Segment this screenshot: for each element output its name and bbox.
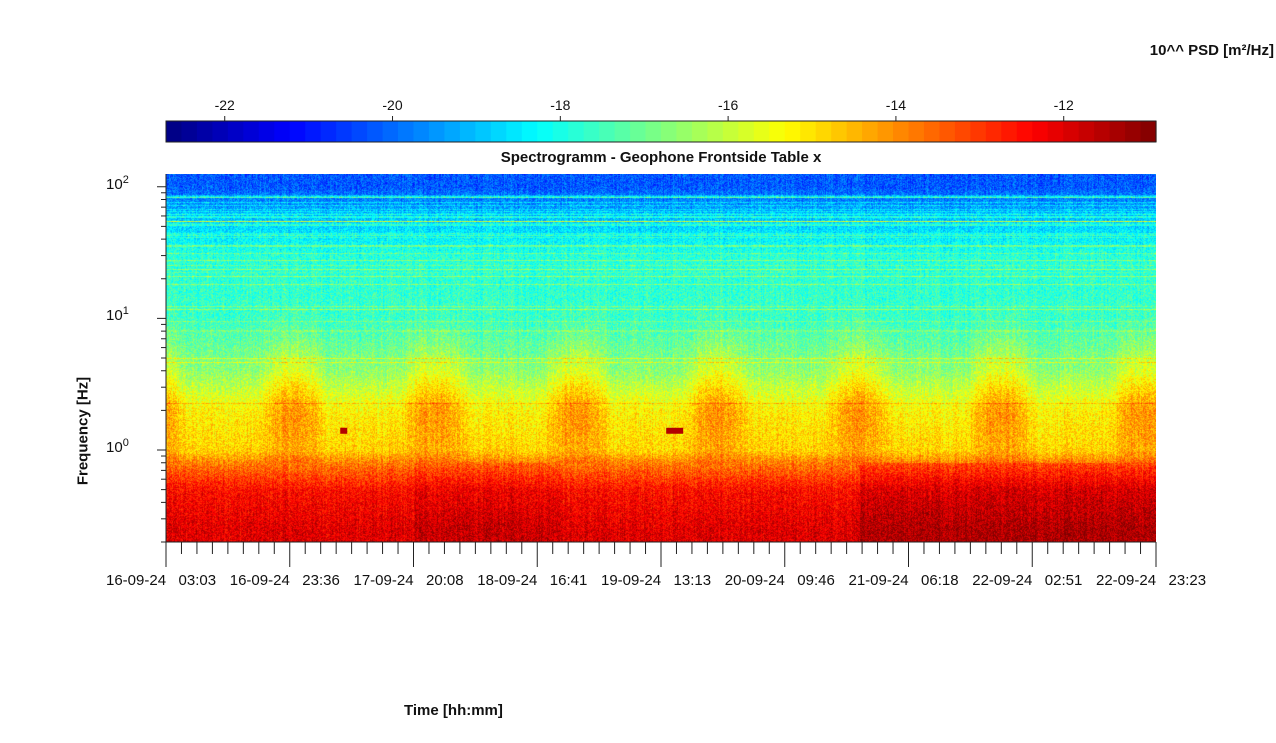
colorbar-segment xyxy=(1063,121,1080,142)
chart-title: Spectrogramm - Geophone Frontside Table … xyxy=(500,149,822,166)
colorbar-segment xyxy=(351,121,368,142)
x-tick-label: 22-09-24 02:51 xyxy=(972,572,1083,589)
colorbar-tick-label: -18 xyxy=(550,97,571,113)
colorbar-segment xyxy=(722,121,739,142)
burst-marker xyxy=(666,427,684,434)
x-tick-label: 20-09-24 09:46 xyxy=(724,572,835,589)
x-tick-label: 22-09-24 23:23 xyxy=(1096,572,1207,589)
colorbar-segment xyxy=(970,121,987,142)
colorbar-segment xyxy=(1109,121,1126,142)
colorbar xyxy=(165,120,1157,143)
colorbar-segment xyxy=(908,121,925,142)
colorbar-segment xyxy=(506,121,523,142)
spectrogram-heatmap xyxy=(166,174,1156,542)
colorbar-segment xyxy=(227,121,244,142)
colorbar-segment xyxy=(661,121,678,142)
x-tick-label: 17-09-24 20:08 xyxy=(353,572,464,589)
colorbar-segment xyxy=(243,121,260,142)
colorbar-segment xyxy=(1001,121,1018,142)
colorbar-segment xyxy=(630,121,647,142)
colorbar-segment xyxy=(537,121,554,142)
colorbar-segment xyxy=(212,121,229,142)
colorbar-segment xyxy=(382,121,399,142)
colorbar-segment xyxy=(691,121,709,142)
colorbar-tick-label: -12 xyxy=(1053,97,1074,113)
colorbar-segment xyxy=(985,121,1002,142)
colorbar-segment xyxy=(1047,121,1064,142)
colorbar-segment xyxy=(428,121,446,142)
colorbar-segment xyxy=(614,121,631,142)
colorbar-segment xyxy=(893,121,910,142)
y-tick-label: 102 xyxy=(106,173,129,193)
colorbar-segment xyxy=(707,121,724,142)
colorbar-tick-label: -16 xyxy=(717,97,739,113)
colorbar-segment xyxy=(413,121,430,142)
colorbar-segment xyxy=(923,121,941,142)
colorbar-segment xyxy=(1032,121,1049,142)
colorbar-frame xyxy=(165,120,1157,143)
colorbar-segment xyxy=(196,121,214,142)
colorbar-segment xyxy=(459,121,476,142)
x-tick-label: 19-09-24 13:13 xyxy=(601,572,712,589)
x-tick-label: 16-09-24 03:03 xyxy=(106,572,217,589)
colorbar-segment xyxy=(815,121,832,142)
burst-marker xyxy=(340,427,348,434)
colorbar-segment xyxy=(552,121,569,142)
colorbar-segment xyxy=(475,121,492,142)
colorbar-segment xyxy=(738,121,755,142)
colorbar-segment xyxy=(336,121,353,142)
colorbar-segment xyxy=(769,121,786,142)
colorbar-segment xyxy=(800,121,817,142)
colorbar-tick-label: -14 xyxy=(885,97,907,113)
colorbar-segment xyxy=(753,121,770,142)
colorbar-segment xyxy=(1078,121,1095,142)
x-tick-label: 21-09-24 06:18 xyxy=(848,572,959,589)
x-tick-label: 16-09-24 23:36 xyxy=(229,572,340,589)
colorbar-segment xyxy=(846,121,863,142)
colorbar-segment xyxy=(1125,121,1142,142)
y-tick-label: 100 xyxy=(106,437,129,456)
colorbar-segment xyxy=(784,121,801,142)
colorbar-segment xyxy=(1016,121,1033,142)
x-axis-label: Time [hh:mm] xyxy=(404,702,503,719)
colorbar-segment xyxy=(583,121,600,142)
colorbar-tick-label: -20 xyxy=(382,97,403,113)
colorbar-segment xyxy=(367,121,384,142)
colorbar-tick-label: -22 xyxy=(214,97,235,113)
colorbar-segment xyxy=(676,121,693,142)
colorbar-segment xyxy=(1094,121,1111,142)
colorbar-segment xyxy=(305,121,322,142)
colorbar-segment xyxy=(258,121,275,142)
colorbar-segment xyxy=(320,121,337,142)
colorbar-segment xyxy=(521,121,538,142)
colorbar-segment xyxy=(398,121,415,142)
colorbar-segment xyxy=(568,121,585,142)
colorbar-segment xyxy=(877,121,894,142)
colorbar-segment xyxy=(181,121,198,142)
colorbar-segment xyxy=(166,121,183,142)
colorbar-segment xyxy=(862,121,879,142)
colorbar-segment xyxy=(599,121,616,142)
colorbar-segment xyxy=(289,121,306,142)
colorbar-segment xyxy=(831,121,848,142)
colorbar-segment xyxy=(444,121,461,142)
colorbar-segment xyxy=(939,121,956,142)
colorbar-segment xyxy=(1140,121,1157,142)
x-tick-label: 18-09-24 16:41 xyxy=(477,572,588,589)
colorbar-segment xyxy=(490,121,507,142)
colorbar-label: 10^^ PSD [m²/Hz] xyxy=(1149,42,1274,59)
colorbar-segment xyxy=(645,121,662,142)
colorbar-segment xyxy=(954,121,971,142)
colorbar-segment xyxy=(274,121,291,142)
y-tick-label: 101 xyxy=(106,305,129,325)
